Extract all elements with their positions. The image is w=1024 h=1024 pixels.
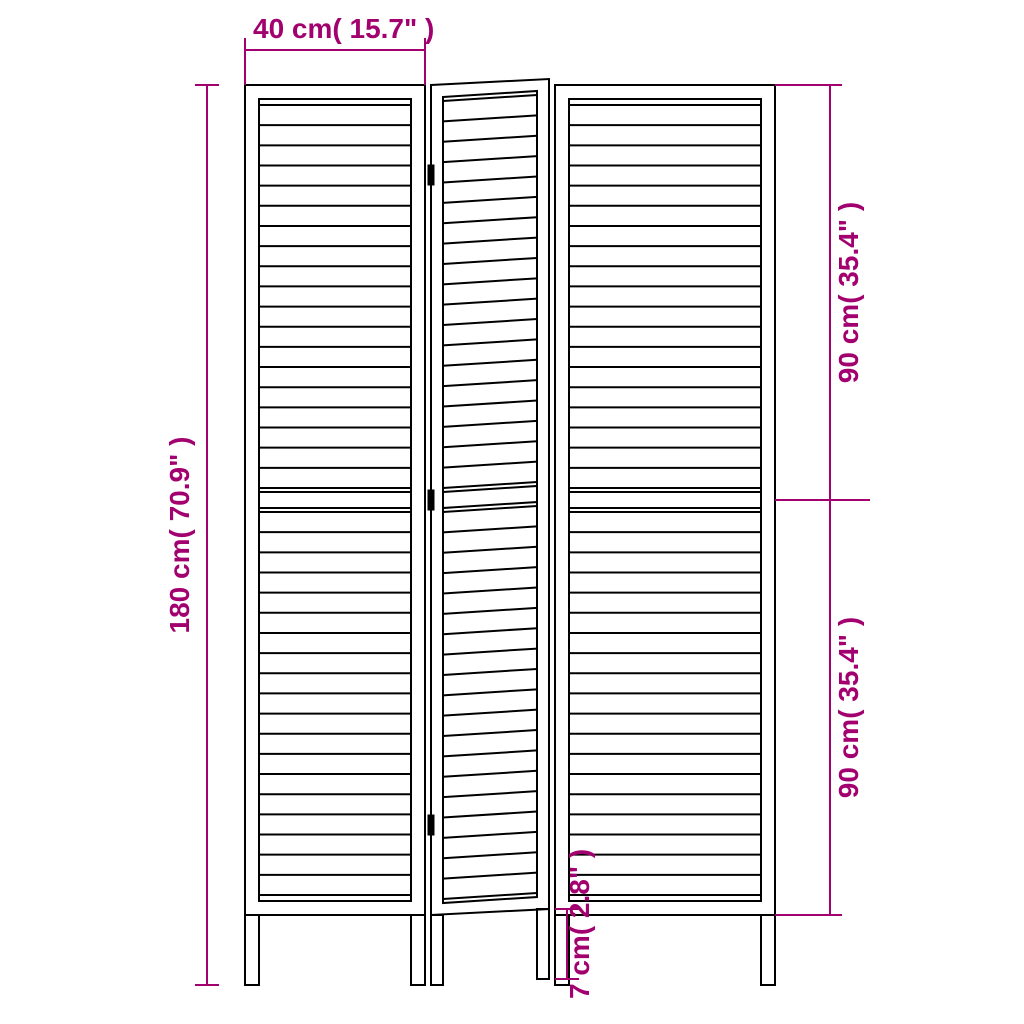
dim-width: 40 cm( 15.7" ) — [245, 13, 434, 85]
dim-upper-label: 90 cm( 35.4" ) — [833, 202, 864, 383]
dim-lower-label: 90 cm( 35.4" ) — [833, 617, 864, 798]
dim-height-label: 180 cm( 70.9" ) — [164, 437, 195, 634]
panel-1 — [245, 85, 425, 985]
dim-leg-label: 7 cm( 2.8" ) — [564, 849, 595, 999]
dim-lower-half: 90 cm( 35.4" ) — [775, 500, 864, 915]
dim-height: 180 cm( 70.9" ) — [164, 85, 219, 985]
dim-upper-half: 90 cm( 35.4" ) — [775, 85, 870, 500]
dim-width-label: 40 cm( 15.7" ) — [253, 13, 434, 44]
hinge-icon — [428, 490, 434, 510]
hinge-icon — [428, 815, 434, 835]
hinge-icon — [428, 165, 434, 185]
panel-2 — [428, 79, 549, 985]
dim-leg: 7 cm( 2.8" ) — [555, 849, 595, 999]
